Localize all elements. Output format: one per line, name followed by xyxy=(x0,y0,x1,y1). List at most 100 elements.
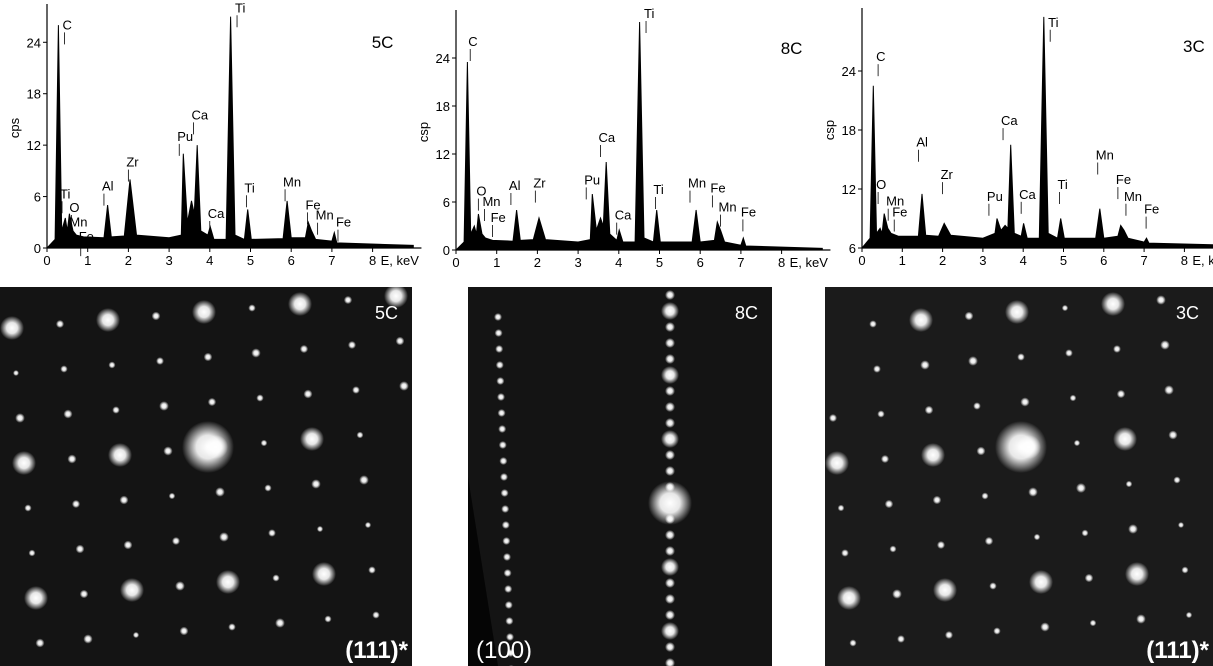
diffraction-image: 3C (111)* xyxy=(825,287,1213,666)
spot xyxy=(300,427,324,451)
spot xyxy=(973,402,981,410)
x-tick-label: 7 xyxy=(737,255,744,270)
spot xyxy=(494,313,502,321)
spot xyxy=(368,566,376,574)
panel-label: 3C xyxy=(1183,37,1205,56)
peak-label: O xyxy=(69,200,79,215)
spot xyxy=(67,454,77,464)
spot xyxy=(665,514,675,524)
spot xyxy=(665,418,675,428)
y-axis-label: csp xyxy=(416,122,431,142)
spot xyxy=(661,302,679,320)
panel-label: 8C xyxy=(781,39,803,58)
x-tick-label: 3 xyxy=(165,253,172,268)
spot xyxy=(256,394,264,402)
spot xyxy=(503,569,512,577)
spot xyxy=(182,421,234,473)
spot xyxy=(203,352,213,362)
y-tick-label: 6 xyxy=(849,241,856,256)
y-tick-label: 12 xyxy=(842,182,856,197)
peak-label: Ti xyxy=(244,180,254,195)
spot xyxy=(505,617,514,625)
spot xyxy=(841,549,849,557)
spot xyxy=(312,562,336,586)
spot xyxy=(648,481,692,525)
y-tick-label: 18 xyxy=(842,123,856,138)
spot xyxy=(503,553,511,561)
spot xyxy=(837,504,845,512)
spot xyxy=(661,366,679,384)
x-tick-label: 5 xyxy=(247,253,254,268)
spot xyxy=(665,402,675,412)
spot xyxy=(909,308,933,332)
spot xyxy=(1177,521,1185,529)
spot xyxy=(79,589,89,599)
spot xyxy=(15,413,25,423)
spot xyxy=(1101,292,1125,316)
peak-label: Fe xyxy=(79,229,94,244)
spot xyxy=(83,634,93,644)
peak-label: Al xyxy=(102,179,114,194)
spot xyxy=(665,338,675,348)
x-tick-label: 3 xyxy=(979,253,986,268)
spot xyxy=(119,495,129,505)
spot xyxy=(1020,397,1030,407)
spot xyxy=(665,322,675,332)
spot xyxy=(12,451,36,475)
spot xyxy=(1061,304,1069,312)
spot xyxy=(1040,622,1050,632)
spot xyxy=(964,311,974,321)
x-tick-label: 6 xyxy=(288,253,295,268)
spot xyxy=(260,439,268,447)
peak-label: Mn xyxy=(688,176,706,191)
peak-label: Fe xyxy=(1144,202,1159,217)
spot xyxy=(665,354,675,364)
spot xyxy=(1076,483,1086,493)
x-tick-label: 1 xyxy=(899,253,906,268)
spot xyxy=(303,389,313,399)
spot xyxy=(248,304,256,312)
peak-label: Fe xyxy=(892,205,907,220)
x-axis-label: E, keV xyxy=(1192,253,1213,268)
x-tick-label: 7 xyxy=(328,253,335,268)
zone-axis-label: (111)* xyxy=(345,637,408,664)
spot xyxy=(63,409,73,419)
spot xyxy=(665,658,675,666)
spot xyxy=(825,451,849,475)
spot xyxy=(1173,476,1181,484)
spot xyxy=(665,290,675,300)
spot xyxy=(498,441,507,449)
spot xyxy=(156,357,164,365)
x-tick-label: 1 xyxy=(84,253,91,268)
spot xyxy=(28,549,36,557)
shadow-edge xyxy=(468,477,498,666)
peak-label: Mn xyxy=(719,200,737,215)
spectrum-area xyxy=(454,21,823,251)
spot xyxy=(989,582,997,590)
spot xyxy=(316,525,324,533)
y-axis-label: csp xyxy=(822,120,837,140)
spot xyxy=(12,369,20,377)
spot xyxy=(1156,295,1166,305)
peak-label: Ti xyxy=(1057,177,1067,192)
spot xyxy=(1160,340,1170,350)
peak-label: C xyxy=(62,17,71,32)
spot xyxy=(108,361,116,369)
x-tick-label: 4 xyxy=(206,253,213,268)
peak-label: Fe xyxy=(710,180,725,195)
spot xyxy=(665,642,675,652)
image-label: 5C xyxy=(375,303,398,323)
spot xyxy=(495,345,504,353)
spot xyxy=(55,319,65,329)
spot xyxy=(151,311,161,321)
spot xyxy=(108,443,132,467)
spot xyxy=(665,546,675,556)
spot xyxy=(665,578,675,588)
peak-label: Fe xyxy=(305,197,320,212)
spot xyxy=(1065,349,1073,357)
spot xyxy=(995,421,1047,473)
spot xyxy=(889,545,897,553)
x-tick-label: 6 xyxy=(697,255,704,270)
spot xyxy=(497,393,505,401)
x-tick-label: 5 xyxy=(1060,253,1067,268)
